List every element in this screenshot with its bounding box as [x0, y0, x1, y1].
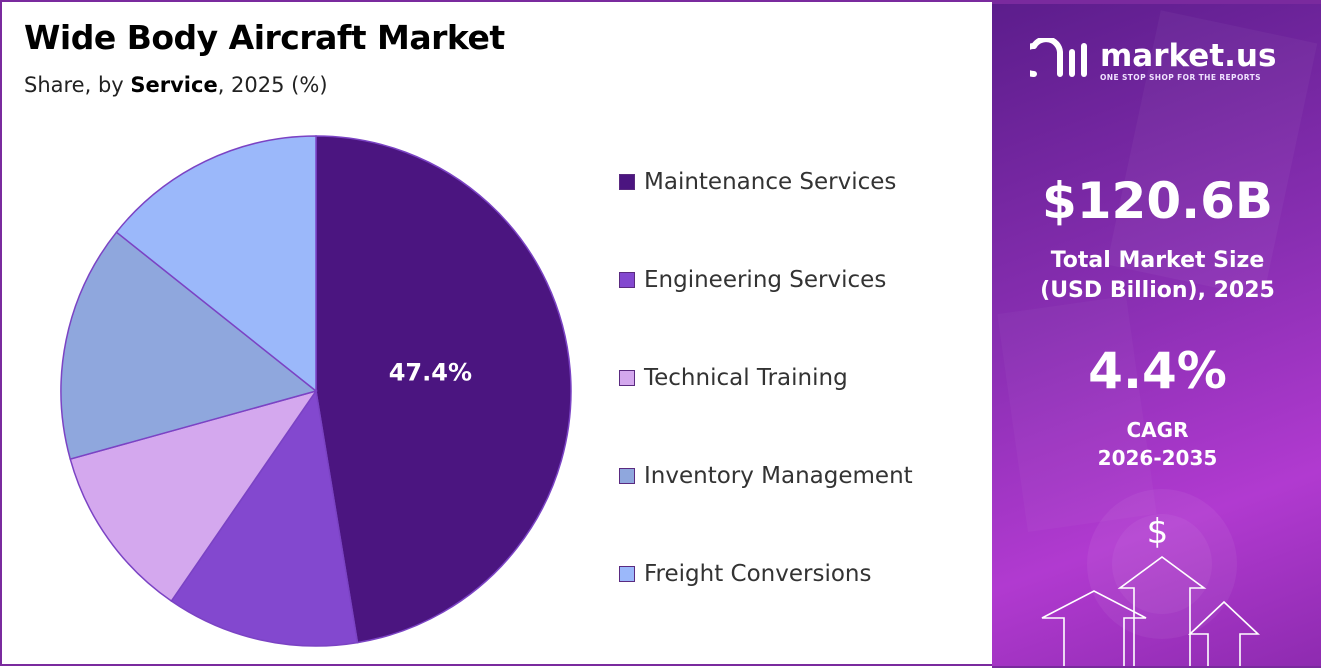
coin-shape	[1112, 514, 1212, 614]
brand-tagline: ONE STOP SHOP FOR THE REPORTS	[1100, 72, 1261, 82]
brand-name: market.us	[1100, 37, 1277, 74]
chart-title: Wide Body Aircraft Market	[24, 18, 505, 57]
pie-slice-engineering-services	[170, 389, 359, 647]
legend-item: Engineering Services	[619, 265, 886, 295]
pie-slice-maintenance-services	[315, 135, 572, 644]
chart-area: Wide Body Aircraft Market Share, by Serv…	[2, 2, 992, 668]
legend-item: Maintenance Services	[619, 167, 896, 197]
up-arrow-right	[1187, 600, 1261, 666]
pie-slice-inventory-management	[60, 231, 318, 460]
up-arrow-center	[1117, 556, 1207, 666]
paper-sheet-shape	[1106, 10, 1318, 298]
subtitle-emphasis: Service	[130, 73, 218, 97]
legend-item: Inventory Management	[619, 461, 913, 491]
brand-logo: market.us ONE STOP SHOP FOR THE REPORTS	[1030, 38, 1276, 82]
legend-item: Technical Training	[619, 363, 848, 393]
legend-swatch	[619, 272, 635, 288]
slice-data-label: 47.4%	[389, 359, 472, 387]
summary-panel: market.us ONE STOP SHOP FOR THE REPORTS …	[992, 2, 1321, 668]
legend-swatch	[619, 174, 635, 190]
coin-shape	[1087, 489, 1237, 639]
legend-label: Engineering Services	[644, 267, 887, 293]
legend-label: Inventory Management	[644, 463, 913, 489]
up-arrow-icon	[1041, 556, 1261, 666]
subtitle-suffix: , 2025 (%)	[217, 73, 328, 97]
market-size-label-2: (USD Billion), 2025	[1040, 278, 1275, 303]
market-size-value: $120.6B	[1041, 172, 1274, 230]
pie-chart: 47.4%	[60, 135, 572, 647]
logo-icon	[1030, 38, 1087, 77]
cagr-label: CAGR	[1126, 418, 1189, 442]
legend-label: Technical Training	[644, 365, 848, 391]
cagr-period: 2026-2035	[1097, 446, 1218, 470]
legend-item: Freight Conversions	[619, 559, 871, 589]
pie-slice-freight-conversions	[115, 135, 317, 393]
panel-decoration	[1041, 10, 1318, 666]
chart-subtitle: Share, by Service, 2025 (%)	[24, 73, 328, 97]
legend-swatch	[619, 566, 635, 582]
pie-slice-technical-training	[69, 389, 318, 603]
up-arrow-left	[1041, 590, 1147, 666]
legend-swatch	[619, 468, 635, 484]
market-size-label-1: Total Market Size	[1050, 248, 1265, 273]
cagr-value: 4.4%	[1088, 342, 1227, 400]
subtitle-prefix: Share, by	[24, 73, 131, 97]
legend-label: Freight Conversions	[644, 561, 872, 587]
dollar-icon: $	[1146, 512, 1169, 552]
legend-swatch	[619, 370, 635, 386]
legend-label: Maintenance Services	[644, 169, 897, 195]
